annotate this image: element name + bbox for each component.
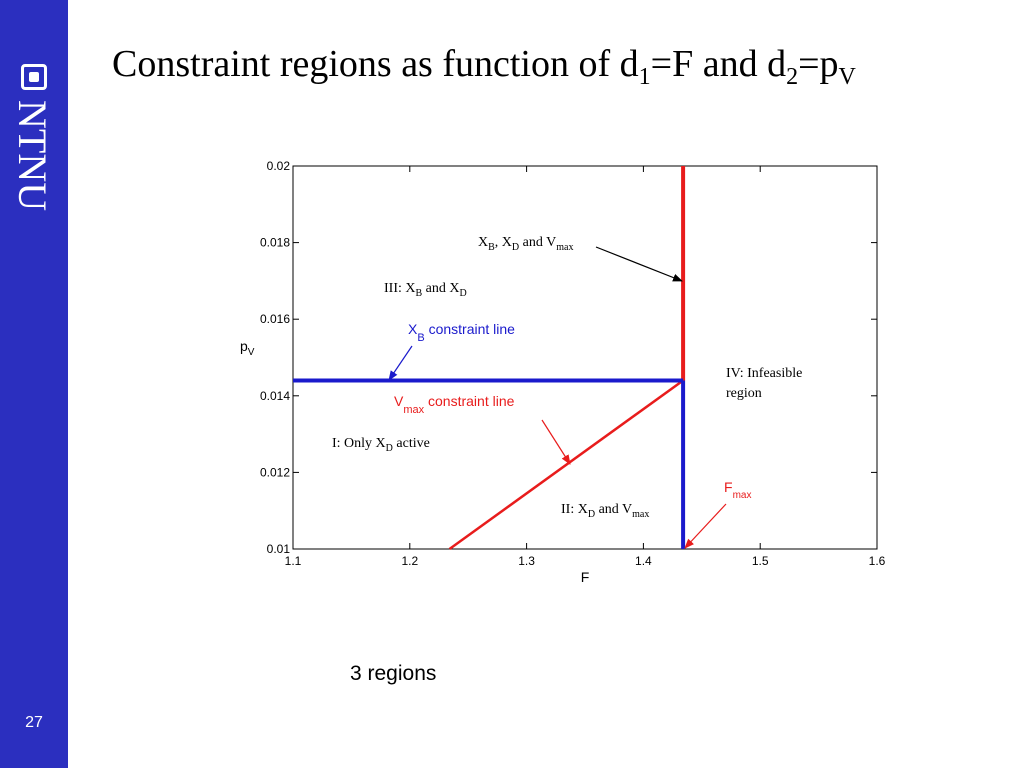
region-1-label: I: Only XD active: [332, 436, 430, 454]
slide-title: Constraint regions as function of d1=F a…: [112, 43, 856, 90]
sidebar: NTNU 27: [0, 0, 68, 768]
vmax-constraint-arrow: [541, 419, 571, 465]
y-tick-label: 0.018: [260, 236, 290, 250]
x-tick-label: 1.4: [635, 554, 652, 568]
xb-constraint-arrow: [388, 345, 413, 381]
plot-frame: [292, 165, 878, 550]
region-3-label: III: XB and XD: [384, 281, 467, 299]
logo-text: NTNU: [10, 100, 55, 212]
slide-caption: 3 regions: [350, 662, 437, 685]
region-4-label-line2: region: [726, 386, 762, 401]
fmax-label: Fmax: [724, 479, 751, 501]
y-tick-label: 0.01: [267, 542, 291, 556]
ntnu-logo-icon: [21, 64, 47, 90]
xb-constraint-label: XB constraint line: [408, 321, 515, 344]
region-2-label: II: XD and Vmax: [561, 502, 649, 520]
y-tick-label: 0.02: [267, 159, 291, 173]
x-axis-label: F: [581, 569, 590, 585]
x-tick-label: 1.2: [401, 554, 418, 568]
x-tick-label: 1.6: [869, 554, 886, 568]
triple-constraint-label: XB, XD and Vmax: [478, 235, 573, 253]
region-4-label-line1: IV: Infeasible: [726, 366, 802, 381]
x-tick-label: 1.3: [518, 554, 535, 568]
axis-ticks: 1.1 1.2 1.3 1.4 1.5 1.6 0.01 0.012 0.014 0.016 0.0…: [260, 159, 886, 568]
triple-constraint-arrow: [595, 246, 683, 282]
x-tick-label: 1.5: [752, 554, 769, 568]
y-tick-label: 0.014: [260, 389, 290, 403]
constraint-chart: 1.1 1.2 1.3 1.4 1.5 1.6 0.01 0.012 0.014 0.016 0.0…: [240, 159, 886, 585]
page-number: 27: [25, 714, 43, 731]
y-tick-label: 0.016: [260, 312, 290, 326]
x-tick-label: 1.1: [285, 554, 302, 568]
vmax-constraint-label: Vmax constraint line: [394, 393, 515, 416]
y-tick-label: 0.012: [260, 465, 290, 479]
y-axis-label: pV: [240, 338, 255, 358]
fmax-arrow: [684, 503, 727, 549]
series-layer: [293, 166, 686, 551]
